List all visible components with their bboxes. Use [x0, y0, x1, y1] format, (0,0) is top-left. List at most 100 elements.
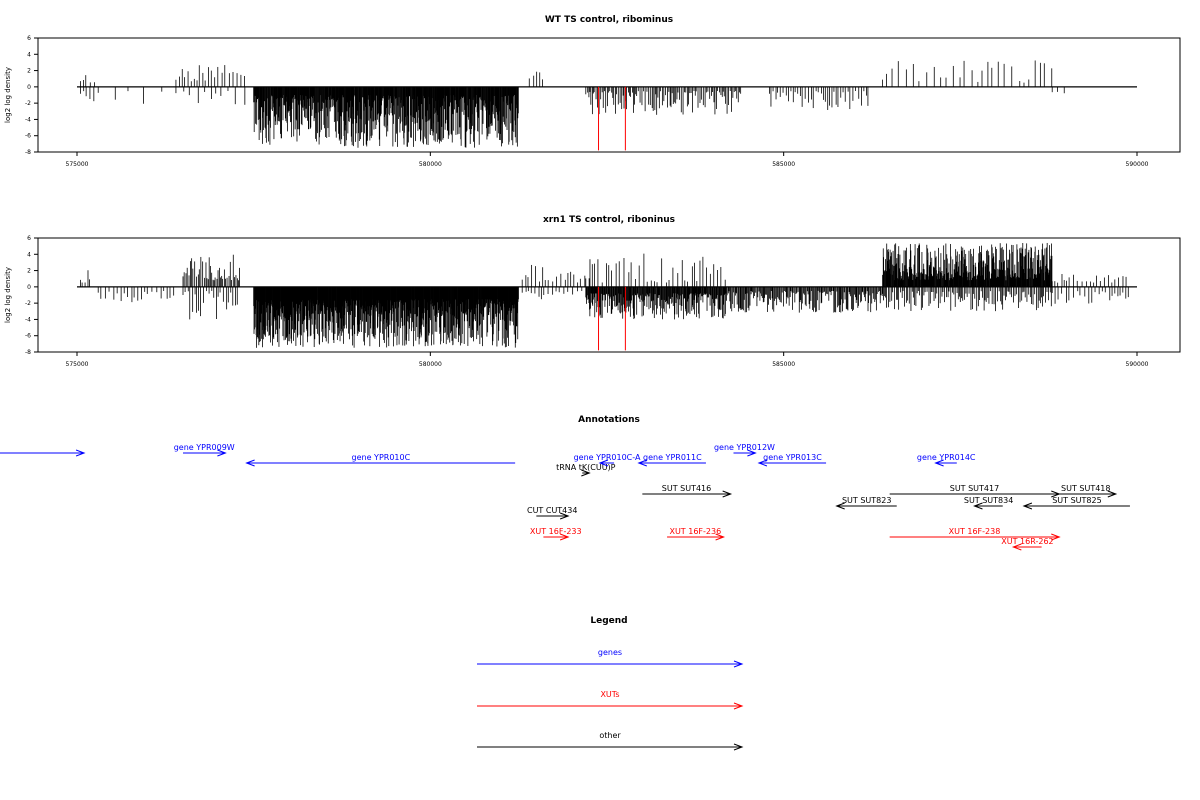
legend-item-label: genes: [598, 648, 622, 657]
annotation-label: XUT 16R-262: [1001, 537, 1053, 546]
annotation-label: SUT SUT834: [964, 496, 1013, 505]
wt-y-tick-label: -8: [25, 149, 31, 156]
wt-x-tick-label: 590000: [1126, 161, 1149, 168]
annotation-feature: gene YPR012W: [714, 443, 775, 457]
annotations-track: Annotations gene YPR009W gene YPR010C tRNA…: [0, 415, 1130, 551]
annotation-label: SUT SUT417: [950, 484, 999, 493]
xrn1-y-tick-label: 2: [27, 268, 31, 275]
annotation-label: gene YPR011C: [643, 453, 702, 462]
xrn1-density-panel: xrn1 TS control, riboninus log2 log dens…: [4, 215, 1181, 368]
annotation-arrow-head: [581, 469, 591, 477]
annotation-arrow-head: [835, 502, 845, 510]
wt-x-tick-label: 580000: [419, 161, 442, 168]
annotation-arrow-head: [598, 459, 609, 467]
legend-item-genes: genes: [477, 648, 744, 668]
annotation-label: SUT SUT418: [1061, 484, 1110, 493]
annotation-feature: SUT SUT418: [1055, 484, 1118, 498]
annotation-label: CUT CUT434: [527, 506, 577, 515]
annotation-label: SUT SUT823: [842, 496, 891, 505]
xrn1-x-tick-label: 585000: [772, 361, 795, 368]
xrn1-x-tick-label: 580000: [419, 361, 442, 368]
annotation-label: tRNA tK(CUU)P: [556, 463, 616, 472]
annotation-label: SUT SUT416: [662, 484, 711, 493]
annotation-arrow-head: [637, 459, 647, 467]
wt-y-tick-label: 0: [27, 84, 31, 91]
wt-x-tick-label: 585000: [772, 161, 795, 168]
xrn1-y-tick-label: 4: [27, 251, 31, 258]
annotation-arrow-head: [1107, 490, 1118, 498]
annotation-feature: tRNA tK(CUU)P: [556, 463, 616, 477]
wt-x-tick-label: 575000: [66, 161, 89, 168]
annotation-label: XUT 16F-233: [530, 527, 582, 536]
legend-item-label: XUTs: [600, 690, 619, 699]
xrn1-y-tick-label: 0: [27, 284, 31, 291]
annotation-arrow-head: [747, 449, 757, 457]
annotations-title: Annotations: [578, 415, 640, 425]
annotation-arrow-head: [973, 502, 983, 510]
wt-y-tick-label: -6: [25, 133, 31, 140]
annotation-label: gene YPR014C: [917, 453, 976, 462]
annotation-feature: XUT 16F-233: [530, 527, 582, 541]
annotation-feature: gene YPR010C: [245, 453, 516, 467]
xrn1-y-tick-label: -2: [25, 300, 31, 307]
annotation-feature: XUT 16F-236: [667, 527, 726, 541]
annotation-feature: SUT SUT823: [835, 496, 897, 510]
annotation-label: SUT SUT825: [1052, 496, 1101, 505]
xrn1-y-tick-label: -8: [25, 349, 31, 356]
legend-arrow-head: [733, 702, 744, 710]
annotation-label: XUT 16F-236: [669, 527, 721, 536]
annotation-label: XUT 16F-238: [949, 527, 1001, 536]
annotation-feature: gene YPR014C: [917, 453, 976, 467]
annotation-label: gene YPR010C: [352, 453, 411, 462]
wt-y-tick-label: 6: [27, 35, 31, 42]
annotation-feature: gene YPR009W: [174, 443, 235, 457]
wt-y-tick-label: -4: [25, 116, 31, 123]
wt-y-tick-label: -2: [25, 100, 31, 107]
xrn1-x-tick-label: 590000: [1126, 361, 1149, 368]
wt-y-tick-label: 2: [27, 68, 31, 75]
annotation-arrow-head: [75, 449, 86, 457]
xrn1-y-tick-label: -6: [25, 333, 31, 340]
annotation-arrow-head: [757, 459, 768, 467]
xrn1-x-tick-label: 575000: [66, 361, 89, 368]
wt-plot-frame: [37, 37, 1181, 153]
annotation-arrow-head: [559, 533, 570, 541]
xrn1-panel-title: xrn1 TS control, riboninus: [543, 215, 675, 225]
annotation-arrow-head: [934, 459, 944, 467]
annotation-arrow-head: [559, 512, 570, 520]
legend-arrow-head: [733, 743, 744, 751]
xrn1-y-tick-label: -4: [25, 316, 31, 323]
xrn1-y-axis-label: log2 log density: [4, 267, 12, 323]
annotation-arrow-head: [245, 459, 255, 467]
annotation-feature: SUT SUT834: [964, 496, 1013, 510]
annotation-label: gene YPR009W: [174, 443, 235, 452]
annotation-arrow-head: [1022, 502, 1033, 510]
annotation-feature: XUT 16R-262: [1001, 537, 1054, 551]
annotation-feature: XUT 16F-238: [889, 527, 1061, 541]
annotation-arrow-head: [722, 490, 733, 498]
annotation-arrow-head: [1051, 533, 1061, 541]
annotation-feature: gene YPR013C: [757, 453, 827, 467]
annotation-feature: SUT SUT416: [642, 484, 733, 498]
legend-title: Legend: [590, 616, 627, 626]
legend-item-label: other: [599, 731, 621, 740]
legend-item-xuts: XUTs: [477, 690, 744, 710]
annotation-arrow-head: [217, 449, 227, 457]
legend-item-other: other: [477, 731, 744, 751]
annotation-feature: CUT CUT434: [527, 506, 577, 520]
xrn1-y-tick-label: 6: [27, 235, 31, 242]
annotation-arrow-head: [715, 533, 726, 541]
annotation-arrow-head: [1011, 543, 1022, 551]
annotation-feature: [0, 449, 86, 457]
annotation-label: gene YPR010C-A: [574, 453, 641, 462]
annotation-feature: gene YPR011C: [637, 453, 706, 467]
xrn1-plot-frame: [37, 237, 1181, 353]
annotation-feature: gene YPR010C-A: [574, 453, 641, 467]
legend-arrow-head: [733, 660, 744, 668]
annotation-label: gene YPR013C: [763, 453, 822, 462]
wt-y-tick-label: 4: [27, 51, 31, 58]
legend: Legend genes XUTs other: [477, 616, 744, 751]
wt-panel-title: WT TS control, ribominus: [545, 15, 673, 25]
annotation-label: gene YPR012W: [714, 443, 775, 452]
